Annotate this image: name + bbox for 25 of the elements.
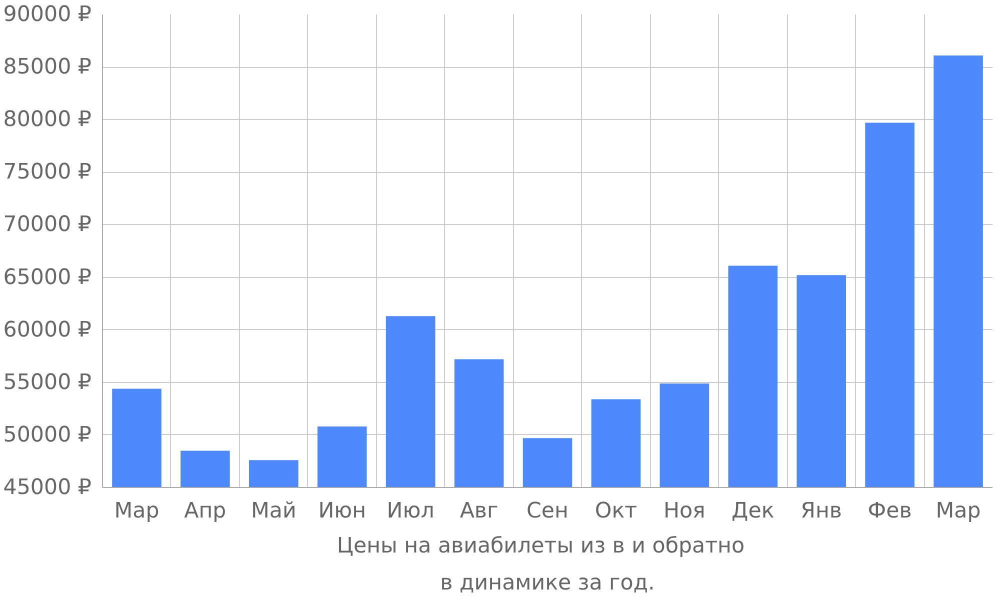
x-tick-label: Апр [184, 498, 226, 524]
x-tick-label: Ноя [663, 498, 706, 524]
x-tick-label: Фев [868, 498, 912, 524]
x-tick-label: Июн [318, 498, 366, 524]
text: в динамике за год. [440, 570, 655, 596]
y-tick-label: 50000 ₽ [3, 422, 92, 448]
text: Цены на авиабилеты из в и обратно [336, 534, 745, 558]
x-tick-label: Мар [936, 498, 981, 524]
y-tick-label: 80000 ₽ [3, 107, 92, 132]
y-tick-label: 65000 ₽ [3, 264, 92, 290]
y-tick-label: 70000 ₽ [3, 212, 92, 238]
x-tick-label: Сен [526, 498, 568, 524]
x-tick-label: Окт [594, 498, 638, 524]
y-tick-label: 60000 ₽ [3, 317, 92, 342]
y-tick-label: 45000 ₽ [3, 475, 92, 500]
y-tick-label: 55000 ₽ [3, 370, 92, 395]
y-tick-label: 85000 ₽ [3, 54, 92, 80]
y-tick-label: 75000 ₽ [3, 160, 92, 185]
x-tick-label: Дек [732, 498, 774, 524]
x-tick-label: Май [250, 498, 296, 524]
x-tick-label: Мар [114, 498, 160, 524]
x-tick-label: Янв [800, 498, 842, 524]
x-tick-label: Июл [386, 498, 434, 524]
x-tick-label: Авг [460, 498, 498, 524]
y-tick-label: 90000 ₽ [3, 2, 92, 27]
